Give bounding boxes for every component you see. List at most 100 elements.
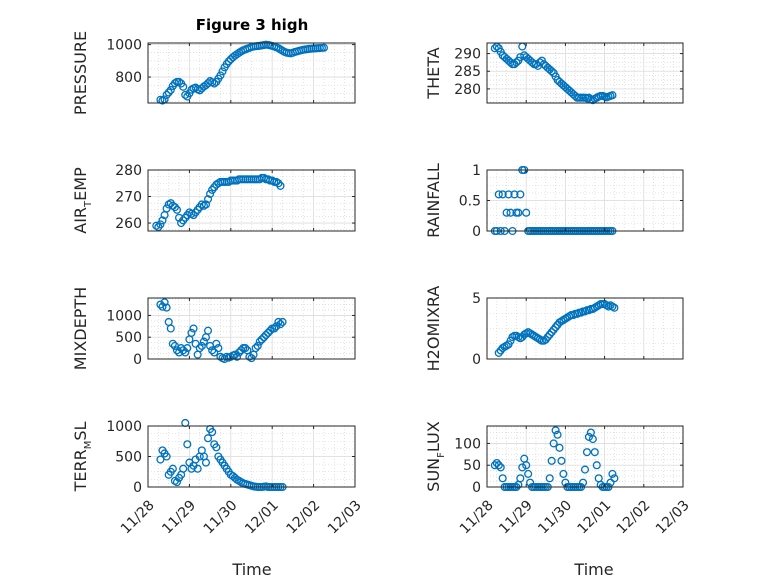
data-point — [592, 461, 601, 470]
data-point — [588, 435, 597, 444]
y-tick-label: 5 — [472, 291, 481, 307]
data-point — [181, 348, 190, 357]
data-point — [535, 58, 544, 67]
data-point — [160, 298, 169, 307]
data-point — [555, 443, 564, 452]
y-axis-label: H2OMIXRA — [424, 286, 443, 372]
data-point — [547, 456, 556, 465]
data-point — [162, 303, 171, 312]
y-tick-label: 0 — [472, 480, 481, 496]
data-point — [543, 332, 552, 342]
data-point — [490, 44, 499, 53]
data-point — [172, 478, 182, 487]
data-point — [203, 195, 213, 204]
data-point — [179, 464, 188, 473]
data-point — [580, 465, 590, 474]
data-point — [610, 474, 619, 483]
data-point — [494, 348, 503, 357]
data-point — [522, 461, 531, 470]
data-point — [547, 328, 556, 337]
y-axis-label: AIRTEMP — [71, 167, 94, 234]
x-axis-label-left: Time — [231, 560, 271, 579]
y-axis-label: PRESSURE — [71, 31, 90, 115]
x-tick-label: 11/28 — [457, 497, 497, 537]
data-point — [212, 339, 221, 348]
axes-box — [147, 42, 356, 104]
data-point — [206, 189, 215, 198]
x-tick-label: 11/29 — [496, 497, 536, 537]
data-point — [199, 337, 208, 346]
data-point — [235, 348, 244, 357]
y-axis-label: THETA — [424, 47, 443, 99]
data-point — [162, 452, 171, 461]
data-point — [506, 58, 515, 67]
data-point — [502, 208, 511, 217]
data-point — [584, 432, 593, 441]
data-point — [498, 190, 507, 199]
data-point — [197, 341, 206, 350]
data-point — [216, 71, 225, 80]
data-point — [547, 67, 556, 76]
data-point — [278, 317, 287, 327]
data-point — [590, 448, 599, 457]
data-point — [259, 333, 268, 342]
data-point — [168, 464, 177, 473]
data-point — [181, 418, 190, 428]
y-tick-label: 0 — [472, 352, 481, 368]
data-point — [608, 469, 617, 478]
x-tick-label: 12/03 — [653, 497, 693, 537]
y-tick-label: 100 — [454, 436, 481, 452]
y-axis-label: SUNFLUX — [424, 421, 447, 491]
data-point — [496, 463, 505, 472]
data-point — [201, 200, 211, 209]
data-point — [183, 344, 192, 353]
subplot-sun-f-lux: 0 50 100 11/28 11/29 11/30 12/01 12/02 12/03 SUNF… — [424, 421, 693, 537]
data-point — [156, 300, 165, 309]
x-tick-label: 12/02 — [284, 497, 324, 537]
data-point — [270, 324, 279, 333]
y-tick-label: 0.5 — [459, 194, 481, 210]
axes-box — [486, 297, 684, 360]
x-tick-label: 11/30 — [201, 497, 241, 537]
data-point — [531, 60, 541, 69]
data-point — [522, 208, 531, 217]
y-tick-label: 0 — [133, 352, 142, 368]
data-point — [201, 81, 211, 90]
subplot-h2omixra: 0 5 H2OMIXRA — [424, 286, 684, 372]
data-point — [210, 79, 219, 88]
x-axis-label-right: Time — [573, 560, 613, 579]
data-point — [494, 190, 503, 199]
data-point — [158, 216, 167, 225]
y-axis-label: RAINFALL — [424, 163, 443, 238]
subplot-air-t-emp: 260 270 280 AIRTEMP — [71, 163, 356, 234]
y-tick-label: 1000 — [106, 308, 142, 324]
data-point — [257, 335, 266, 344]
data-point — [156, 220, 165, 229]
y-tick-label: 290 — [454, 47, 481, 63]
data-point — [276, 181, 285, 190]
y-axis-label: MIXDEPTH — [71, 287, 90, 370]
data-point — [187, 328, 196, 337]
data-point — [545, 474, 554, 483]
figure-title: Figure 3 high — [196, 16, 309, 34]
data-point — [272, 322, 281, 331]
data-point — [164, 88, 173, 97]
y-tick-label: 800 — [115, 70, 142, 86]
axes-box — [147, 169, 356, 232]
data-point — [253, 341, 262, 350]
x-tick-label: 12/01 — [242, 497, 282, 537]
data-point — [506, 208, 515, 217]
data-point — [518, 463, 527, 472]
data-point — [494, 461, 503, 470]
subplot-rainfall: 0 0.5 1 RAINFALL — [424, 163, 684, 240]
x-tick-label: 11/29 — [159, 497, 199, 537]
data-point — [274, 317, 283, 327]
y-tick-label: 0 — [472, 224, 481, 240]
subplot-terr-m-sl: 0 500 1000 11/28 11/29 11/30 12/01 12/02 12/03 TE… — [71, 418, 365, 537]
x-tick-label: 11/28 — [118, 497, 158, 537]
data-point — [549, 439, 558, 448]
data-point — [528, 58, 537, 67]
data-point — [549, 325, 558, 334]
